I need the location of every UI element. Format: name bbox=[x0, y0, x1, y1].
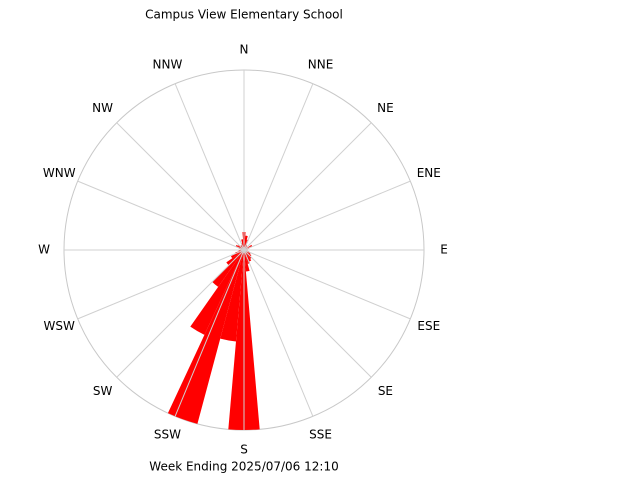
direction-label: W bbox=[38, 243, 50, 257]
spoke bbox=[77, 180, 245, 251]
spoke bbox=[243, 249, 314, 417]
direction-label: S bbox=[240, 443, 248, 457]
spoke bbox=[174, 83, 245, 251]
spoke bbox=[116, 122, 245, 251]
chart-title: Campus View Elementary School bbox=[145, 8, 343, 22]
spoke bbox=[174, 249, 245, 417]
spoke bbox=[243, 122, 372, 251]
spoke bbox=[243, 83, 314, 251]
direction-label: SW bbox=[93, 384, 113, 398]
direction-label: SSE bbox=[309, 427, 332, 441]
direction-label: NW bbox=[92, 101, 113, 115]
petal bbox=[244, 250, 250, 272]
spoke bbox=[243, 249, 372, 378]
direction-label: NNE bbox=[308, 58, 334, 72]
direction-label: NNW bbox=[153, 58, 183, 72]
petal bbox=[244, 250, 252, 262]
spoke bbox=[243, 180, 411, 251]
direction-label: SSW bbox=[154, 427, 181, 441]
petal bbox=[190, 250, 244, 335]
direction-label: N bbox=[240, 43, 249, 57]
spoke bbox=[243, 249, 411, 320]
direction-label: NE bbox=[377, 101, 394, 115]
direction-label: SE bbox=[378, 384, 393, 398]
spoke bbox=[116, 249, 245, 378]
direction-label: WNW bbox=[43, 166, 76, 180]
direction-label: ESE bbox=[417, 319, 440, 333]
direction-label: ENE bbox=[417, 166, 441, 180]
petal bbox=[167, 250, 244, 424]
petal bbox=[230, 250, 244, 259]
direction-label: WSW bbox=[44, 319, 75, 333]
petal bbox=[212, 250, 244, 287]
spoke bbox=[77, 249, 245, 320]
petal bbox=[220, 250, 244, 342]
petal bbox=[244, 235, 248, 250]
direction-label: E bbox=[440, 243, 448, 257]
chart-subtitle: Week Ending 2025/07/06 12:10 bbox=[149, 460, 338, 474]
